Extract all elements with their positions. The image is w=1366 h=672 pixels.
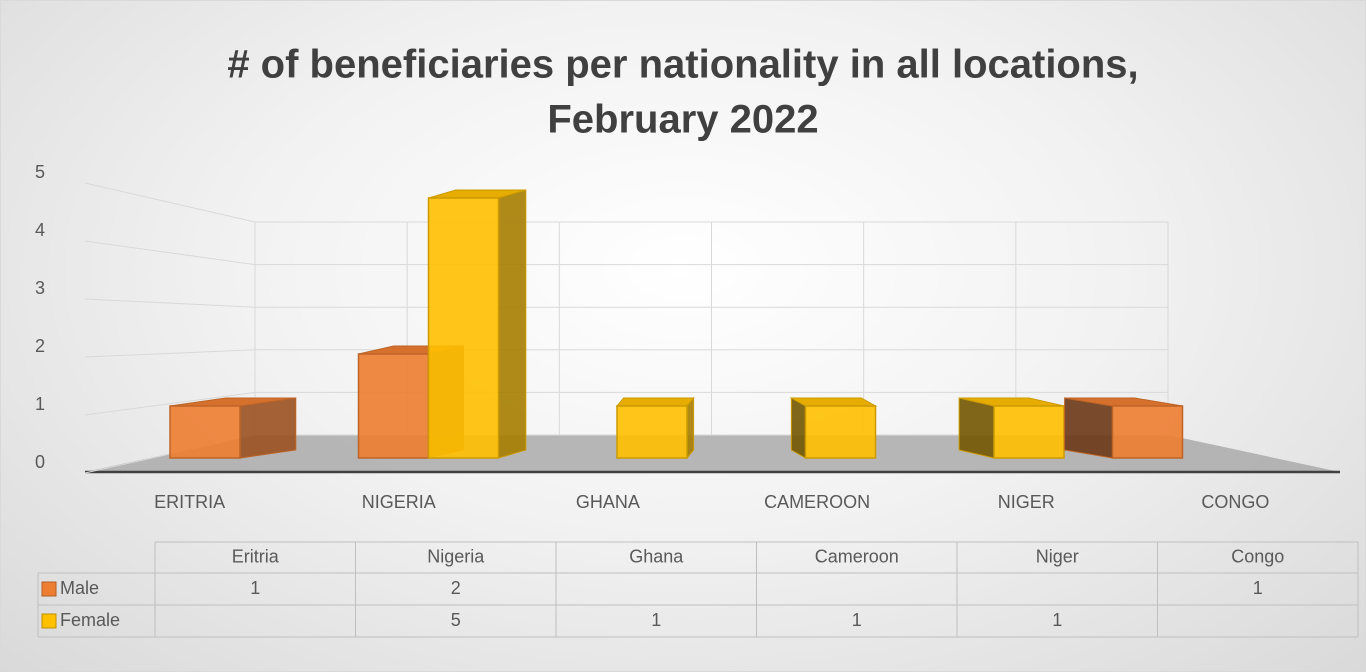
bar bbox=[1111, 405, 1184, 459]
y-tick-label: 4 bbox=[35, 220, 45, 240]
table-value: 1 bbox=[1253, 578, 1263, 598]
x-tick-label: Niger bbox=[998, 492, 1055, 512]
bar bbox=[804, 405, 877, 459]
grid-line bbox=[84, 349, 256, 358]
table-header: Niger bbox=[1036, 546, 1079, 566]
bar-side bbox=[686, 396, 695, 460]
table-header: Nigeria bbox=[427, 546, 485, 566]
bar bbox=[427, 197, 500, 459]
y-tick-label: 2 bbox=[35, 336, 45, 356]
legend-label: Female bbox=[60, 610, 120, 630]
table-value: 1 bbox=[852, 610, 862, 630]
grid-line bbox=[84, 391, 256, 416]
x-tick-label: Congo bbox=[1201, 492, 1269, 512]
y-tick-label: 3 bbox=[35, 278, 45, 298]
x-tick-label: Nigeria bbox=[362, 492, 436, 512]
bar-top bbox=[789, 397, 878, 407]
bar-side bbox=[498, 189, 527, 459]
bar-side bbox=[1064, 397, 1113, 459]
table-value: 1 bbox=[250, 578, 260, 598]
bar bbox=[993, 405, 1065, 459]
legend-swatch bbox=[41, 613, 57, 629]
legend-label: Male bbox=[60, 578, 99, 598]
bar-side bbox=[958, 397, 995, 459]
y-tick-label: 0 bbox=[35, 452, 45, 472]
bar-top bbox=[615, 397, 695, 407]
table-header: Congo bbox=[1231, 546, 1284, 566]
y-tick-label: 5 bbox=[35, 162, 45, 182]
bar-side bbox=[239, 397, 297, 459]
bar-side bbox=[790, 397, 806, 459]
legend-swatch bbox=[41, 581, 57, 597]
chart-title: February 2022 bbox=[547, 98, 818, 142]
grid-line bbox=[84, 298, 256, 308]
table-value: 5 bbox=[451, 610, 461, 630]
y-tick-label: 1 bbox=[35, 394, 45, 414]
table-value: 1 bbox=[1052, 610, 1062, 630]
grid-line bbox=[84, 240, 256, 266]
table-header: Eritria bbox=[232, 546, 280, 566]
chart-title: # of beneficiaries per nationality in al… bbox=[227, 43, 1138, 87]
table-value: 1 bbox=[651, 610, 661, 630]
table-value: 2 bbox=[451, 578, 461, 598]
bar bbox=[616, 405, 688, 459]
x-tick-label: Ghana bbox=[576, 492, 640, 512]
table-header: Cameroon bbox=[815, 546, 899, 566]
bar bbox=[169, 405, 241, 459]
table-header: Ghana bbox=[629, 546, 684, 566]
bar bbox=[357, 353, 430, 459]
x-tick-label: Cameroon bbox=[764, 492, 870, 512]
x-tick-label: Eritria bbox=[154, 492, 225, 512]
grid-line bbox=[84, 182, 256, 223]
